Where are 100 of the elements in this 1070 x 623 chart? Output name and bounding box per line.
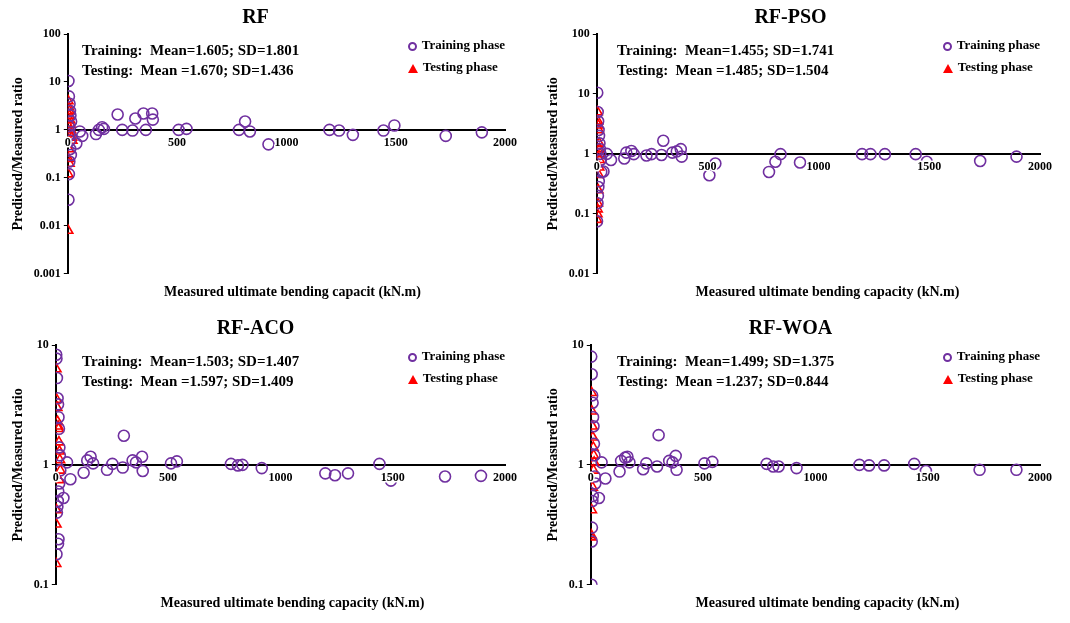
point bbox=[639, 457, 653, 470]
point bbox=[86, 457, 100, 470]
point bbox=[909, 147, 922, 161]
point bbox=[675, 150, 688, 163]
x-tick-label: 0 bbox=[593, 158, 600, 173]
point bbox=[100, 463, 114, 477]
point bbox=[84, 450, 97, 464]
y-tick-label: 1 bbox=[42, 456, 49, 471]
legend-label: Training phase bbox=[421, 37, 505, 52]
point bbox=[60, 456, 74, 469]
point bbox=[674, 142, 688, 156]
chart-title: RF-ACO bbox=[216, 316, 295, 339]
y-tick-label: 0.1 bbox=[568, 576, 584, 591]
point bbox=[115, 123, 129, 137]
legend-label: Training phase bbox=[956, 348, 1040, 363]
y-axis-title: Predicted/Measured ratio bbox=[545, 77, 561, 231]
point bbox=[231, 459, 245, 472]
point bbox=[650, 460, 664, 473]
annotation: Training: Mean=1.499; SD=1.375 bbox=[617, 352, 835, 371]
y-tick-label: 1 bbox=[54, 122, 61, 137]
point bbox=[655, 148, 668, 162]
legend-label: Testing phase bbox=[422, 370, 498, 385]
point bbox=[878, 147, 892, 161]
point bbox=[670, 463, 683, 477]
point bbox=[319, 467, 332, 480]
point bbox=[137, 107, 150, 120]
point bbox=[670, 145, 684, 158]
y-tick-label: 0.1 bbox=[574, 205, 590, 220]
annotation: Testing: Mean =1.670; SD=1.436 bbox=[82, 61, 295, 80]
point bbox=[139, 123, 153, 137]
point bbox=[698, 457, 711, 470]
point bbox=[89, 127, 103, 141]
point bbox=[323, 123, 336, 137]
point bbox=[864, 147, 877, 161]
point bbox=[762, 165, 776, 179]
point bbox=[255, 461, 269, 475]
x-tick-label: 1000 bbox=[268, 469, 293, 484]
y-tick-label: 10 bbox=[48, 74, 61, 89]
point bbox=[145, 107, 159, 120]
point bbox=[973, 463, 986, 477]
point bbox=[613, 465, 626, 478]
point bbox=[126, 124, 139, 137]
y-tick-label: 0.1 bbox=[45, 169, 61, 184]
x-tick-label: 2000 bbox=[1028, 158, 1052, 173]
legend-label: Testing phase bbox=[957, 59, 1033, 74]
chart-title: RF-PSO bbox=[754, 5, 827, 28]
annotation: Training: Mean=1.503; SD=1.407 bbox=[82, 352, 300, 371]
point bbox=[877, 459, 891, 472]
point bbox=[614, 454, 628, 468]
point bbox=[243, 125, 257, 138]
annotation: Training: Mean=1.605; SD=1.801 bbox=[82, 41, 300, 60]
point bbox=[769, 155, 782, 169]
point bbox=[1010, 463, 1023, 477]
point bbox=[346, 128, 360, 142]
chart-title: RF bbox=[242, 5, 269, 28]
point bbox=[224, 457, 238, 471]
point bbox=[652, 428, 665, 442]
y-tick-label: 1 bbox=[583, 145, 590, 160]
point bbox=[70, 137, 83, 150]
point bbox=[766, 460, 780, 473]
annotation: Testing: Mean =1.597; SD=1.409 bbox=[82, 372, 295, 391]
y-tick-label: 10 bbox=[571, 337, 584, 352]
point bbox=[438, 470, 452, 483]
x-axis-title: Measured ultimate bending capacit (kN.m) bbox=[163, 284, 422, 300]
y-tick-label: 100 bbox=[42, 26, 61, 41]
y-tick-label: 0.01 bbox=[39, 217, 61, 232]
point bbox=[604, 153, 618, 167]
x-tick-label: 1500 bbox=[383, 135, 408, 150]
x-axis-title: Measured ultimate bending capacity (kN.m) bbox=[694, 595, 961, 611]
x-tick-label: 2000 bbox=[1028, 469, 1052, 484]
point bbox=[180, 122, 193, 136]
point bbox=[907, 457, 921, 471]
legend-label: Training phase bbox=[421, 348, 505, 363]
point bbox=[669, 449, 682, 463]
y-tick-label: 0.001 bbox=[33, 265, 61, 280]
point bbox=[67, 113, 76, 124]
y-axis-title: Predicted/Measured ratio bbox=[10, 388, 26, 542]
point bbox=[760, 457, 773, 471]
point bbox=[55, 453, 66, 464]
chart-title: RF-WOA bbox=[748, 316, 833, 339]
point bbox=[619, 146, 633, 159]
annotation: Training: Mean=1.455; SD=1.741 bbox=[617, 41, 835, 60]
x-tick-label: 1000 bbox=[803, 469, 828, 484]
x-tick-label: 1000 bbox=[806, 158, 831, 173]
point bbox=[373, 457, 386, 471]
point bbox=[793, 156, 807, 169]
point bbox=[595, 456, 608, 469]
point bbox=[170, 455, 184, 468]
point bbox=[111, 108, 124, 121]
point bbox=[80, 454, 94, 467]
point bbox=[855, 147, 869, 161]
point bbox=[590, 430, 599, 441]
point bbox=[117, 429, 131, 443]
point bbox=[617, 152, 631, 165]
point bbox=[590, 464, 600, 474]
point bbox=[645, 147, 658, 161]
y-tick-label: 1 bbox=[577, 456, 584, 471]
point bbox=[64, 472, 77, 486]
point bbox=[590, 456, 600, 466]
point bbox=[129, 112, 142, 125]
